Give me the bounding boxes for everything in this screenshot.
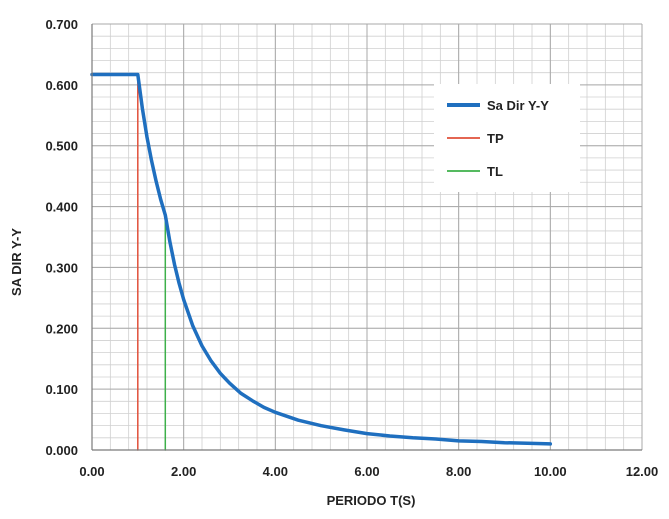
legend-label: TP [487, 131, 504, 146]
grid [91, 23, 643, 451]
y-tick-label: 0.700 [45, 17, 78, 32]
x-tick-label: 10.00 [534, 464, 567, 479]
legend-label: Sa Dir Y-Y [487, 98, 549, 113]
x-tick-label: 12.00 [626, 464, 659, 479]
x-tick-label: 6.00 [354, 464, 379, 479]
y-tick-label: 0.100 [45, 382, 78, 397]
y-tick-label: 0.300 [45, 260, 78, 275]
axes: 0.00 2.00 4.00 6.00 8.00 10.00 12.00 0.000 0.100… [45, 17, 658, 479]
x-tick-label: 0.00 [79, 464, 104, 479]
legend-label: TL [487, 164, 503, 179]
x-axis-title: PERIODO T(S) [327, 493, 416, 508]
y-tick-label: 0.000 [45, 443, 78, 458]
series-layer [90, 72, 553, 451]
legend: Sa Dir Y-Y TP TL [434, 84, 580, 192]
y-tick-label: 0.500 [45, 139, 78, 154]
y-tick-label: 0.400 [45, 200, 78, 215]
y-tick-label: 0.200 [45, 321, 78, 336]
y-tick-label: 0.600 [45, 78, 78, 93]
series-line-sa-dir-y-y [90, 72, 553, 446]
x-tick-label: 4.00 [263, 464, 288, 479]
x-tick-label: 8.00 [446, 464, 471, 479]
y-axis-title: SA DIR Y-Y [9, 228, 24, 296]
x-tick-label: 2.00 [171, 464, 196, 479]
